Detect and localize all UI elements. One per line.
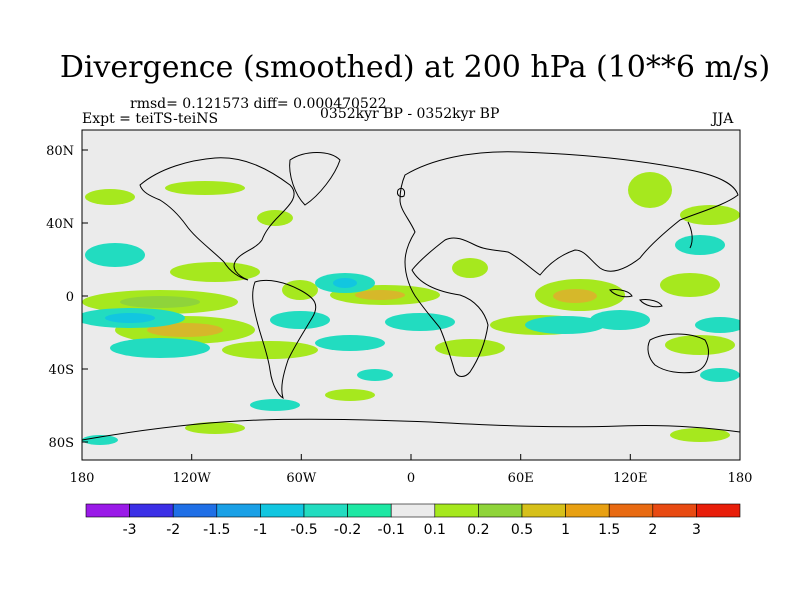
colorbar-label: 0.1: [424, 522, 446, 538]
x-tick-label: 120W: [173, 471, 212, 486]
x-tick-label: 180: [70, 471, 95, 486]
colorbar-label: -2: [166, 522, 180, 538]
experiment-label: Expt = teiTS-teiNS: [82, 111, 219, 127]
colorbar-label: 1.5: [598, 522, 620, 538]
x-tick-label: 60E: [508, 471, 534, 486]
colorbar-label: 0.5: [511, 522, 533, 538]
colorbar-swatch: [303, 503, 348, 518]
positive-anomaly: [120, 296, 200, 308]
negative-anomaly: [250, 399, 300, 411]
japan-outline: [687, 221, 693, 249]
colorbar-swatch: [347, 503, 392, 518]
colorbar-label: -0.5: [290, 522, 317, 538]
positive-anomaly: [553, 289, 597, 303]
negative-anomaly: [105, 313, 155, 323]
positive-anomaly: [85, 189, 135, 205]
positive-anomaly: [147, 323, 223, 337]
colorbar-label: -1.5: [203, 522, 230, 538]
negative-anomaly: [315, 335, 385, 351]
positive-anomaly: [665, 335, 735, 355]
y-tick-label: 40S: [49, 363, 74, 378]
colorbar-label: -3: [123, 522, 137, 538]
x-tick-label: 0: [407, 471, 415, 486]
colorbar-swatch: [216, 503, 261, 518]
negative-anomaly: [357, 369, 393, 381]
positive-anomaly: [628, 172, 672, 208]
north-america-outline: [139, 157, 295, 281]
positive-anomaly: [325, 389, 375, 401]
negative-anomaly: [85, 243, 145, 267]
island-outline: [639, 299, 663, 308]
colorbar-label: -0.1: [378, 522, 405, 538]
negative-anomaly: [110, 338, 210, 358]
positive-anomaly: [222, 341, 318, 359]
colorbar-swatch: [696, 503, 741, 518]
y-tick-label: 40N: [46, 217, 74, 232]
colorbar-swatch: [434, 503, 479, 518]
colorbar-label: -0.2: [334, 522, 361, 538]
period-label: 0352kyr BP - 0352kyr BP: [320, 106, 500, 122]
colorbar-label: 1: [561, 522, 570, 538]
colorbar-swatch: [521, 503, 566, 518]
colorbar-swatch: [565, 503, 610, 518]
y-axis: 80N 40N 0 40S 80S: [46, 144, 88, 451]
colorbar: -3 -2 -1.5 -1 -0.5 -0.2 -0.1 0.1 0.2 0.5 1 1.5 2 3: [85, 503, 741, 538]
colorbar-swatch: [260, 503, 305, 518]
colorbar-label: 3: [692, 522, 701, 538]
positive-anomaly: [170, 262, 260, 282]
uk-outline: [397, 187, 405, 198]
negative-anomaly: [333, 278, 357, 288]
positive-anomaly: [435, 339, 505, 357]
colorbar-label: -1: [253, 522, 267, 538]
x-tick-label: 60W: [286, 471, 317, 486]
positive-anomaly: [660, 273, 720, 297]
negative-anomaly: [675, 235, 725, 255]
stats-text: rmsd= 0.121573 diff= 0.000470522: [130, 96, 387, 112]
x-axis: 180 120W 60W 0 60E 120E 180: [70, 454, 753, 486]
y-tick-label: 0: [66, 290, 74, 305]
x-tick-label: 120E: [613, 471, 647, 486]
season-label: JJA: [712, 111, 734, 127]
negative-anomaly: [82, 435, 118, 445]
negative-anomaly: [700, 368, 740, 382]
negative-anomaly: [525, 316, 605, 334]
colorbar-swatch: [390, 503, 436, 518]
negative-anomaly: [695, 317, 740, 333]
colorbar-swatch: [172, 503, 218, 518]
colorbar-swatch: [652, 503, 697, 518]
colorbar-swatch: [85, 503, 130, 518]
south-america-outline: [252, 279, 317, 400]
colorbar-label: 0.2: [467, 522, 489, 538]
negative-anomaly: [590, 310, 650, 330]
plot-title: Divergence (smoothed) at 200 hPa (10**6 …: [59, 50, 771, 85]
colorbar-label: 2: [648, 522, 657, 538]
colorbar-swatch: [478, 503, 523, 518]
positive-anomaly: [670, 428, 730, 442]
positive-anomaly: [680, 205, 740, 225]
y-tick-label: 80N: [46, 144, 74, 159]
colorbar-swatch: [608, 503, 654, 518]
y-tick-label: 80S: [49, 436, 74, 451]
positive-anomaly: [165, 181, 245, 195]
positive-anomaly: [355, 290, 405, 300]
greenland-outline: [289, 152, 341, 206]
australia-outline: [647, 333, 709, 374]
positive-anomaly: [257, 210, 293, 226]
colorbar-swatch: [129, 503, 174, 518]
antarctica-outline: [82, 418, 740, 441]
eurasia-africa-outline: [399, 151, 739, 377]
positive-anomaly: [452, 258, 488, 278]
indonesia-outline: [609, 289, 633, 298]
negative-anomaly: [385, 313, 455, 331]
coastlines: [82, 151, 740, 441]
x-tick-label: 180: [728, 471, 753, 486]
negative-anomaly: [270, 311, 330, 329]
positive-anomaly: [185, 422, 245, 434]
